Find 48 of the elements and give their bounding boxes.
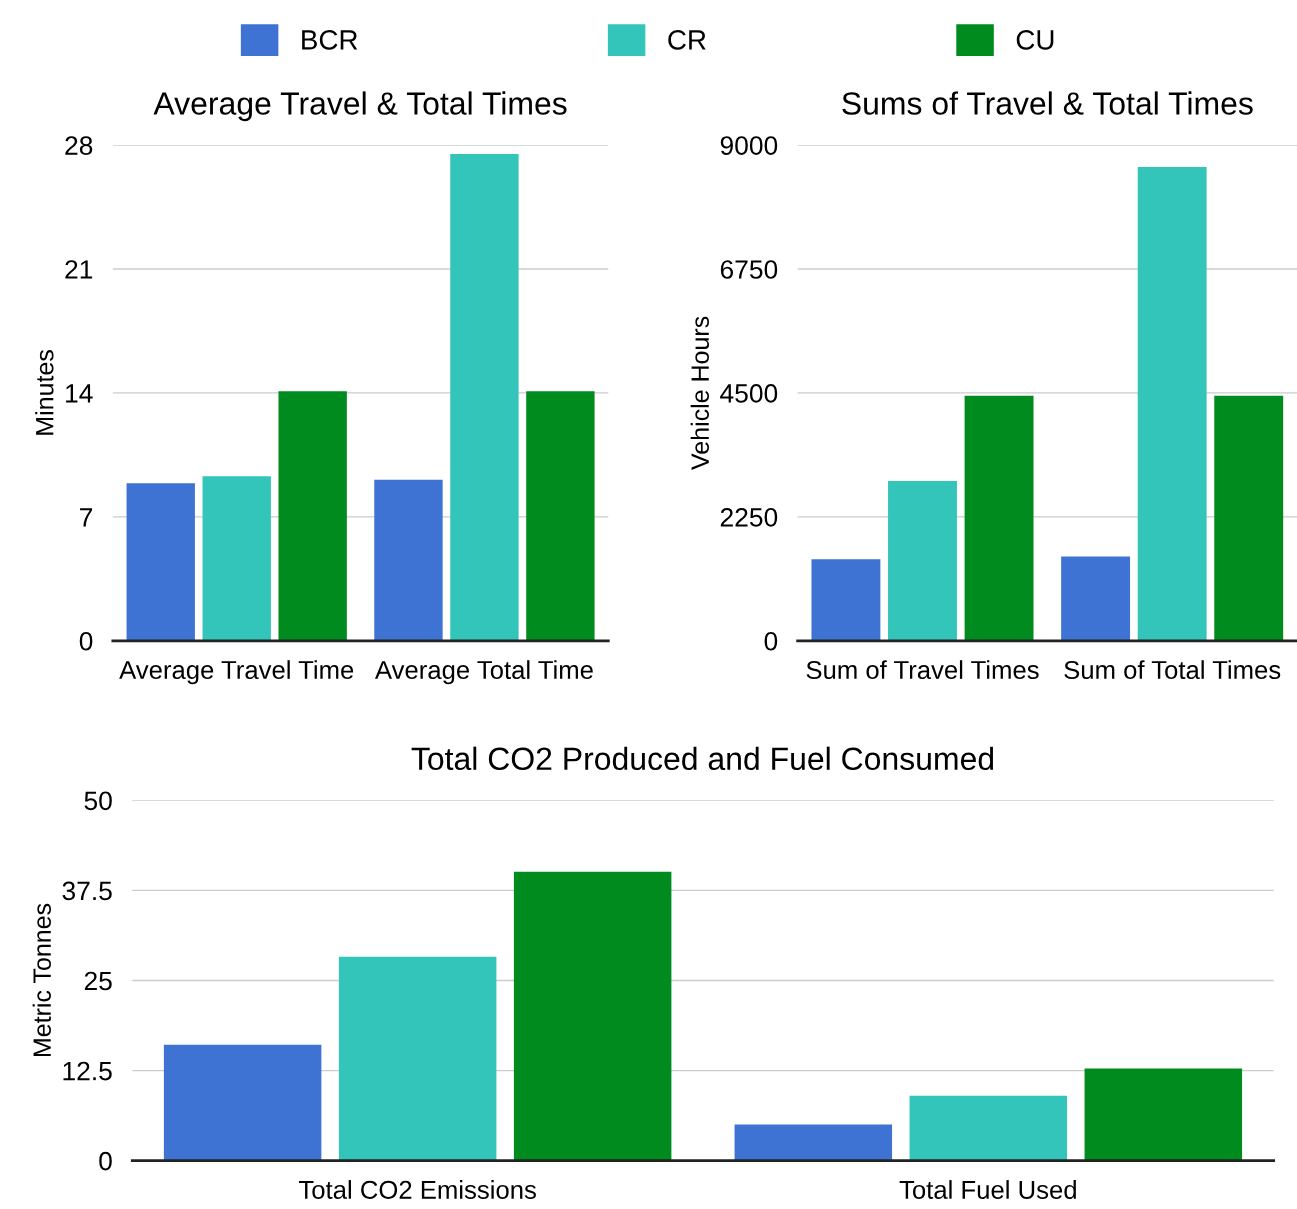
bar	[1214, 395, 1284, 641]
y-tick-label: 25	[84, 971, 112, 991]
bar	[374, 479, 443, 641]
bar	[450, 153, 519, 641]
bar	[278, 391, 347, 641]
bar	[1061, 556, 1131, 641]
legend-label: CU	[1016, 30, 1054, 50]
y-tick-label: 50	[84, 791, 112, 811]
chart-title: Sums of Travel & Total Times	[842, 91, 1253, 115]
y-tick-label: 7	[80, 508, 93, 527]
bar	[888, 481, 957, 641]
y-tick-label: 21	[65, 260, 93, 279]
bar	[811, 559, 881, 641]
chart-title: Total CO2 Produced and Fuel Consumed	[411, 746, 994, 771]
y-tick-label: 28	[65, 136, 93, 155]
bar	[909, 1095, 1068, 1161]
x-tick-label: Average Travel Time	[119, 660, 354, 685]
legend-label: BCR	[302, 30, 358, 50]
x-tick-label: Average Total Time	[374, 660, 593, 685]
bar	[964, 395, 1034, 641]
y-tick-label: 0	[99, 1151, 112, 1171]
bar	[513, 871, 672, 1161]
bar	[1084, 1068, 1243, 1161]
bar	[163, 1044, 322, 1161]
bar	[1137, 167, 1207, 641]
y-tick-label: 0	[79, 631, 93, 651]
bar	[734, 1124, 893, 1161]
x-tick-label: Total CO2 Emissions	[298, 1180, 536, 1199]
y-tick-label: 12.5	[63, 1061, 112, 1081]
x-tick-label: Sum of Travel Times	[806, 660, 1039, 680]
x-tick-label: Total Fuel Used	[899, 1180, 1076, 1199]
y-tick-label: 4500	[720, 384, 778, 403]
bar	[526, 391, 595, 641]
chart-title: Average Travel & Total Times	[153, 91, 567, 122]
bar	[338, 956, 497, 1161]
bar	[126, 483, 195, 641]
y-tick-label: 14	[66, 384, 93, 403]
y-tick-label: 6750	[720, 260, 778, 279]
y-axis-title: Minutes	[35, 350, 54, 435]
y-axis-title: Metric Tonnes	[32, 903, 51, 1057]
y-tick-label: 9000	[720, 136, 778, 155]
legend-label: CR	[668, 30, 706, 50]
y-tick-label: 2250	[720, 507, 778, 527]
x-tick-label: Sum of Total Times	[1064, 660, 1281, 680]
y-tick-label: 37.5	[62, 881, 112, 901]
y-axis-title: Vehicle Hours	[690, 316, 710, 470]
y-tick-label: 0	[764, 631, 778, 651]
bar	[202, 476, 271, 641]
